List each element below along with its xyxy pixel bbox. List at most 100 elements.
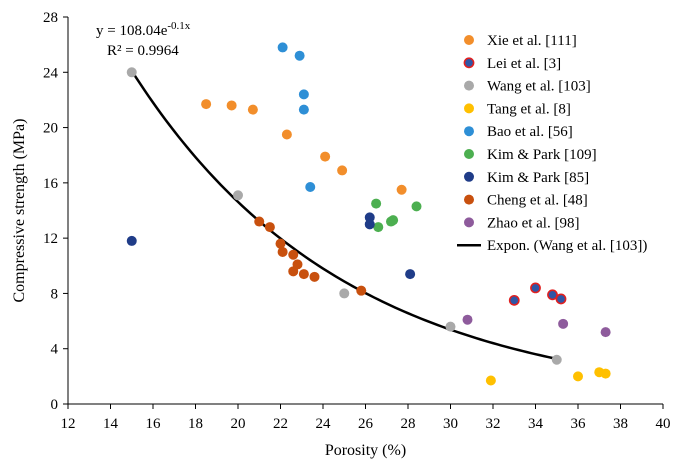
x-tick-label: 20: [231, 416, 246, 432]
x-axis-title: Porosity (%): [325, 442, 406, 459]
series-group: [277, 42, 316, 193]
data-point: [364, 212, 375, 223]
data-point: [264, 222, 275, 233]
legend-marker: [464, 171, 474, 182]
x-axis-ticks: 12 14 16 18 20 22 24 26 28 30 32 34 36 38 40: [61, 404, 671, 432]
legend: Xie et al. [111] Lei et al. [3] Wang et al…: [457, 33, 647, 254]
data-point: [298, 269, 309, 280]
y-axis-ticks: 0 4 8 12 16 20 24 28: [43, 10, 68, 413]
data-point: [294, 50, 305, 61]
data-point: [305, 182, 316, 193]
data-point: [288, 249, 299, 260]
data-point: [226, 100, 237, 111]
data-point: [277, 42, 288, 53]
legend-label: Xie et al. [111]: [487, 33, 577, 49]
equation-exponent: -0.1x: [167, 20, 190, 32]
x-tick-label: 38: [613, 416, 628, 432]
x-tick-label: 34: [528, 416, 544, 432]
equation-annotation: y = 108.04e-0.1x R² = 0.9964: [96, 20, 191, 59]
y-tick-label: 4: [51, 342, 59, 358]
series-group: [201, 99, 407, 195]
legend-label: Kim & Park [109]: [487, 147, 597, 163]
data-point: [558, 318, 569, 329]
x-tick-label: 28: [401, 416, 416, 432]
data-point: [373, 222, 384, 233]
data-point: [508, 294, 520, 306]
x-tick-label: 32: [486, 416, 501, 432]
plot-area: [67, 17, 663, 405]
series-group: [371, 198, 422, 233]
legend-marker: [463, 57, 475, 69]
data-point: [551, 354, 562, 365]
y-tick-label: 20: [43, 121, 58, 137]
data-point: [320, 151, 331, 162]
x-tick-label: 18: [188, 416, 203, 432]
data-point: [396, 184, 407, 195]
x-tick-label: 24: [316, 416, 332, 432]
data-point: [281, 129, 292, 140]
data-point: [298, 104, 309, 115]
data-point: [411, 201, 422, 212]
legend-marker: [464, 35, 474, 45]
series-group: [485, 367, 611, 386]
legend-marker: [464, 126, 474, 137]
legend-label: Lei et al. [3]: [487, 56, 561, 72]
data-point: [371, 198, 382, 209]
data-point: [547, 289, 558, 301]
x-tick-label: 12: [61, 416, 76, 432]
y-tick-label: 0: [51, 397, 59, 413]
data-points: [126, 42, 611, 386]
legend-label: Wang et al. [103]: [487, 79, 591, 95]
legend-marker: [464, 149, 474, 159]
legend-marker: [464, 103, 474, 114]
data-point: [254, 216, 265, 227]
data-point: [485, 375, 496, 386]
legend-label: Expon. (Wang et al. [103]): [487, 238, 647, 254]
x-tick-label: 26: [358, 416, 374, 432]
data-point: [201, 99, 212, 110]
series-group: [126, 212, 416, 280]
data-point: [126, 67, 137, 78]
equation-text: y = 108.04e-0.1x: [96, 20, 191, 39]
legend-label: Bao et al. [56]: [487, 124, 573, 140]
legend-marker: [464, 217, 474, 228]
y-tick-label: 12: [43, 231, 58, 247]
data-point: [339, 288, 350, 299]
data-point: [356, 285, 367, 296]
data-point: [445, 321, 456, 332]
data-point: [530, 282, 541, 294]
data-point: [573, 371, 583, 382]
data-point: [309, 271, 320, 282]
data-point: [233, 190, 243, 201]
data-point: [388, 215, 399, 226]
data-point: [247, 104, 258, 115]
data-point: [298, 89, 309, 100]
x-tick-label: 40: [656, 416, 671, 432]
legend-marker: [464, 194, 474, 205]
series-group: [462, 314, 611, 338]
y-tick-label: 16: [43, 176, 59, 192]
data-point: [405, 269, 416, 280]
data-point: [292, 259, 303, 270]
y-axis-title: Compressive strength (MPa): [11, 119, 28, 303]
legend-marker: [464, 80, 474, 91]
data-point: [600, 368, 611, 379]
r-squared-text: R² = 0.9964: [107, 43, 179, 59]
data-point: [600, 327, 611, 338]
x-tick-label: 22: [273, 416, 288, 432]
legend-label: Cheng et al. [48]: [487, 193, 588, 209]
legend-label: Tang et al. [8]: [487, 101, 571, 117]
y-tick-label: 28: [43, 10, 58, 26]
data-point: [275, 238, 286, 249]
data-point: [462, 314, 473, 325]
legend-label: Zhao et al. [98]: [487, 215, 579, 231]
x-tick-label: 16: [146, 416, 162, 432]
x-tick-label: 36: [571, 416, 587, 432]
trendline: [130, 70, 558, 361]
y-tick-label: 24: [43, 65, 59, 81]
x-tick-label: 30: [443, 416, 458, 432]
series-group: [254, 216, 367, 296]
data-point: [277, 246, 288, 257]
x-tick-label: 14: [103, 416, 119, 432]
